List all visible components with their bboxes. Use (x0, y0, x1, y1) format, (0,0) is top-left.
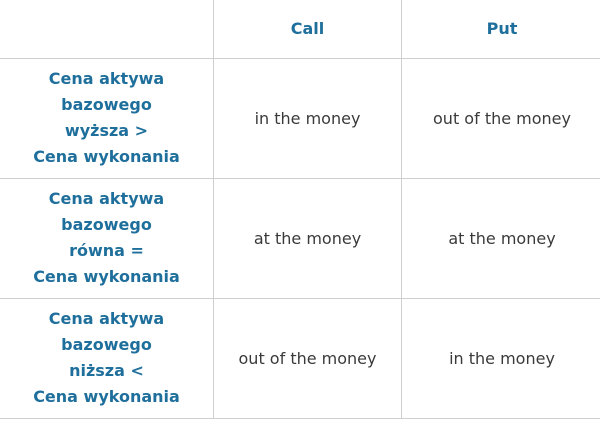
table-row: Cena aktywa bazowego niższa < Cena wykonani… (0, 298, 600, 418)
row-header-line: bazowego (61, 95, 152, 114)
moneyness-table: Call Put Cena aktywa bazowego wyższa > Cena… (0, 0, 600, 418)
row-header: Cena aktywa bazowego niższa < Cena wykonani… (0, 298, 214, 418)
header-row: Call Put (0, 0, 600, 58)
table-cell: out of the money (213, 298, 402, 418)
row-header-line: bazowego (61, 335, 152, 354)
row-header-line: Cena wykonania (33, 147, 180, 166)
row-header: Cena aktywa bazowego równa = Cena wykonania (0, 178, 214, 298)
row-header-line: niższa < (69, 361, 144, 380)
table-cell: at the money (448, 228, 556, 248)
table-cell: at the money (213, 178, 402, 298)
row-header-line: Cena aktywa (48, 69, 165, 88)
table-body: Cena aktywa bazowego wyższa > Cena wykonani… (0, 58, 600, 418)
table-cell: out of the money (433, 108, 571, 128)
row-header: Cena aktywa bazowego wyższa > Cena wykonani… (0, 58, 214, 178)
row-header-line: Cena wykonania (33, 267, 180, 286)
table-cell: in the money (449, 348, 555, 368)
row-header-line: bazowego (61, 215, 152, 234)
row-header-line: Cena aktywa (48, 189, 165, 208)
table-row: Cena aktywa bazowego równa = Cena wykonania… (0, 178, 600, 298)
column-header: Call (213, 0, 402, 58)
table-cell: in the money (213, 58, 402, 178)
row-header-line: wyższa > (64, 121, 149, 140)
row-header-line: równa = (69, 241, 144, 260)
row-header-line: Cena aktywa (48, 309, 165, 328)
row-header-line: Cena wykonania (33, 387, 180, 406)
table-row: Cena aktywa bazowego wyższa > Cena wykonani… (0, 58, 600, 178)
column-header: Put (486, 19, 518, 39)
corner-cell (0, 0, 214, 58)
